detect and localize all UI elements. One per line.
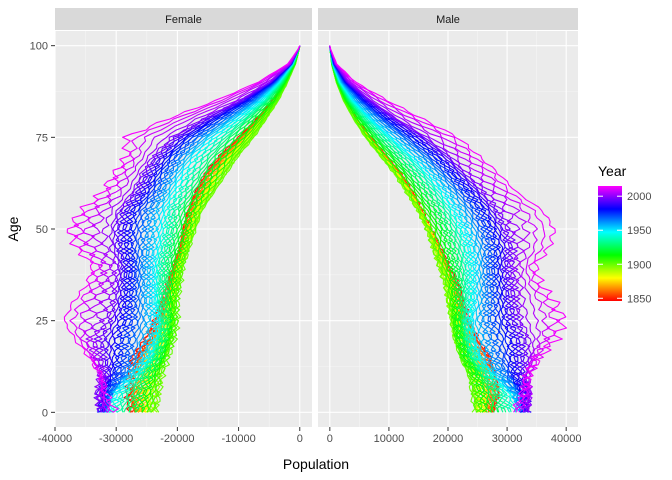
year-line xyxy=(97,45,301,413)
year-line xyxy=(69,45,301,413)
x-tick-label: -30000 xyxy=(99,433,133,445)
year-line xyxy=(329,45,483,413)
panel-female: Female xyxy=(54,8,312,427)
legend-tick-label: 1900 xyxy=(627,259,651,271)
legend-tick-label: 1950 xyxy=(627,225,651,237)
y-tick-label: 25 xyxy=(36,316,48,328)
x-axis-female: -40000 -30000 -20000 -10000 0 xyxy=(38,427,303,445)
series-lines-female xyxy=(63,45,301,413)
year-line xyxy=(94,45,301,413)
y-axis-title: Age xyxy=(5,216,21,241)
x-tick-label: -20000 xyxy=(160,433,194,445)
y-tick-label: 50 xyxy=(36,224,48,236)
year-line xyxy=(329,45,561,413)
year-line xyxy=(329,45,502,413)
year-line xyxy=(329,45,476,413)
year-line xyxy=(329,45,529,413)
x-tick-label: -40000 xyxy=(38,433,72,445)
year-line xyxy=(329,45,493,413)
year-line xyxy=(150,45,301,413)
year-line xyxy=(329,45,531,413)
year-line xyxy=(116,45,301,413)
year-line xyxy=(63,45,301,413)
year-line xyxy=(99,45,301,413)
year-line xyxy=(329,45,517,413)
year-line xyxy=(329,45,509,413)
year-line xyxy=(153,45,301,413)
year-line xyxy=(146,45,301,413)
legend-tick-label: 1850 xyxy=(627,293,651,305)
x-axis-title: Population xyxy=(283,456,349,472)
x-axis-male: 0 10000 20000 30000 40000 xyxy=(327,427,582,445)
year-line xyxy=(98,45,301,413)
year-line xyxy=(131,45,301,413)
year-line xyxy=(138,45,301,413)
year-line xyxy=(100,45,301,413)
legend-ticks: 1850 1900 1950 2000 xyxy=(598,191,651,305)
year-line xyxy=(329,45,532,413)
y-tick-label: 100 xyxy=(30,41,48,53)
x-tick-label: 40000 xyxy=(551,433,582,445)
year-line xyxy=(83,45,301,413)
year-line xyxy=(329,45,526,413)
x-tick-label: 20000 xyxy=(433,433,464,445)
year-line xyxy=(101,45,301,413)
legend-title: Year xyxy=(598,163,627,179)
year-line xyxy=(103,45,301,413)
legend-colorbar xyxy=(598,186,622,301)
year-line xyxy=(329,45,568,413)
y-axis: 0 25 50 75 100 xyxy=(30,41,55,419)
year-line xyxy=(329,45,551,413)
year-line xyxy=(101,45,301,413)
x-tick-label: 0 xyxy=(327,433,333,445)
strip-male xyxy=(318,8,578,30)
year-line xyxy=(102,45,301,413)
year-line xyxy=(121,45,301,413)
year-line xyxy=(93,45,301,413)
legend: Year 1850 1900 1950 2000 xyxy=(598,163,651,305)
year-line xyxy=(329,45,526,413)
year-line xyxy=(123,45,301,413)
year-line xyxy=(85,45,301,413)
x-tick-label: 0 xyxy=(297,433,303,445)
year-line xyxy=(92,45,301,413)
year-line xyxy=(98,45,301,413)
year-line xyxy=(329,45,488,413)
strip-label-male: Male xyxy=(436,14,460,26)
strip-female xyxy=(55,8,312,30)
year-line xyxy=(329,45,533,413)
year-line xyxy=(127,45,301,413)
x-tick-label: -10000 xyxy=(221,433,255,445)
x-tick-label: 30000 xyxy=(492,433,523,445)
panel-male: Male xyxy=(318,8,578,427)
legend-tick-label: 2000 xyxy=(627,191,651,203)
year-line xyxy=(329,45,541,413)
strip-label-female: Female xyxy=(165,14,202,26)
year-line xyxy=(100,45,301,413)
year-line xyxy=(329,45,525,413)
x-tick-label: 10000 xyxy=(374,433,405,445)
series-lines-male xyxy=(329,45,568,413)
y-tick-label: 75 xyxy=(36,132,48,144)
year-line xyxy=(102,45,301,413)
year-line xyxy=(329,45,529,413)
year-line xyxy=(329,45,513,413)
y-tick-label: 0 xyxy=(42,407,48,419)
